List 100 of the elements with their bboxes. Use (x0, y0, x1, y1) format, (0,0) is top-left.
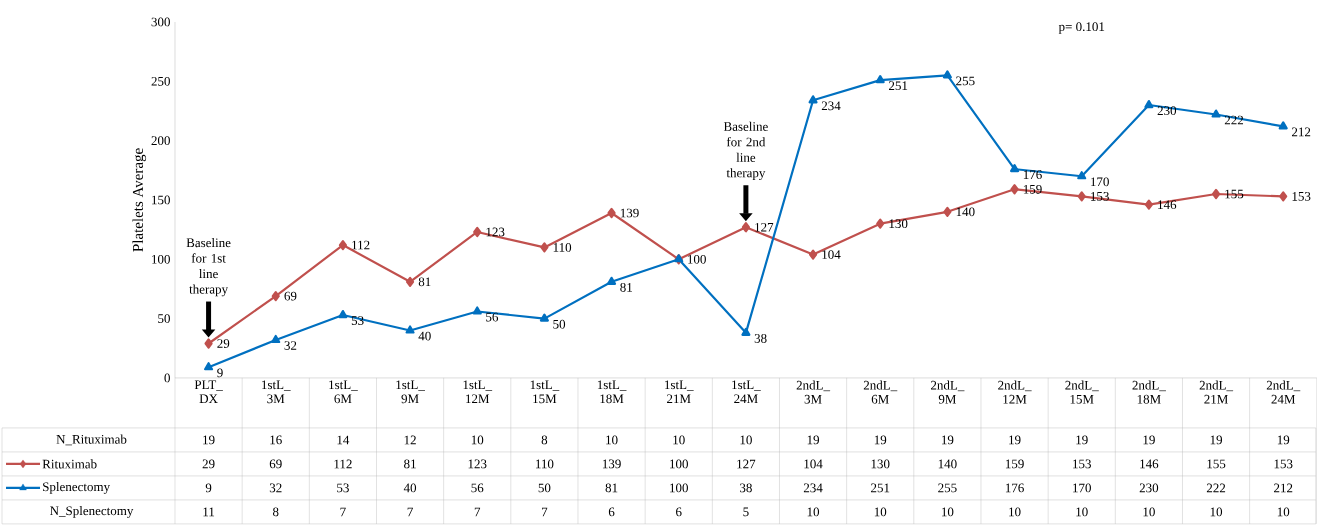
data-label: 255 (956, 76, 975, 86)
x-tick-label: 1stL_ 6M (329, 380, 358, 404)
point (473, 226, 482, 238)
text: 10 (1210, 507, 1223, 517)
text: 38 (740, 483, 752, 493)
text: 10 (807, 507, 820, 517)
text: 19 (1009, 435, 1021, 445)
text: 10 (1009, 507, 1021, 517)
text: 7 (340, 507, 346, 517)
point (876, 218, 885, 229)
text: 170 (1073, 483, 1091, 493)
data-label: 170 (1091, 177, 1109, 187)
data-label: 112 (352, 240, 370, 250)
data-label: 104 (822, 250, 841, 259)
data-label: 222 (1224, 115, 1244, 125)
text: 5 (743, 507, 749, 517)
text: 10 (471, 435, 484, 445)
text: 146 (1140, 459, 1159, 469)
point (271, 334, 281, 344)
point (1010, 184, 1019, 195)
text: 153 (1274, 459, 1293, 469)
text: 29 (202, 459, 215, 469)
text: 8 (272, 507, 279, 517)
y-tick-label: 250 (151, 76, 170, 86)
x-tick-label: 2ndL_ 21M (1199, 380, 1234, 404)
point (338, 309, 348, 319)
y-tick-label: 300 (151, 17, 170, 27)
legend-label: Rituximab (42, 459, 97, 469)
data-label: 140 (956, 207, 975, 217)
text: 7 (474, 507, 481, 517)
x-tick-label: 1stL_ 3M (262, 380, 291, 404)
x-tick-label: 1stL_ 24M (732, 380, 761, 404)
point (1144, 199, 1153, 210)
text: 130 (871, 459, 890, 469)
data-label: 139 (620, 208, 639, 218)
legend-label: Splenectomy (43, 482, 111, 494)
text: 155 (1207, 459, 1226, 469)
text: 19 (1277, 435, 1290, 445)
text: 230 (1139, 483, 1159, 493)
data-label: 130 (889, 219, 908, 229)
annotation: Baseline for 1st line therapy (186, 238, 231, 297)
text: 140 (938, 459, 957, 469)
point (1279, 191, 1288, 202)
x-tick-label: 1stL_ 9M (396, 380, 425, 404)
data-label: 153 (1292, 192, 1311, 201)
data-label: 81 (620, 283, 632, 292)
data-label: 146 (1158, 200, 1177, 210)
point (539, 313, 549, 322)
text: 212 (1274, 483, 1293, 493)
text: 69 (269, 459, 282, 469)
data-label: 212 (1291, 127, 1311, 137)
x-tick-label: 2ndL_ 3M (796, 380, 831, 404)
x-tick-label: PLT_ DX (194, 380, 223, 404)
x-tick-label: 2ndL_ 12M (998, 380, 1032, 404)
point (1278, 121, 1288, 130)
x-tick-label: 2ndL_ 9M (931, 380, 965, 404)
text: 19 (1210, 435, 1223, 445)
text: 10 (1076, 507, 1088, 517)
text: 19 (807, 435, 820, 445)
data-label: 38 (754, 334, 767, 343)
text: N_Splenectomy (50, 506, 134, 518)
text: 10 (874, 507, 887, 517)
text: 7 (542, 507, 548, 517)
text: 10 (1143, 507, 1155, 517)
text: 222 (1206, 483, 1226, 493)
x-tick-label: 1stL_ 12M (463, 380, 493, 404)
x-tick-label: 2ndL_ 24M (1266, 380, 1301, 404)
point (1009, 164, 1020, 173)
point (741, 222, 750, 233)
point (942, 70, 952, 79)
point (607, 276, 617, 285)
text: 10 (673, 435, 685, 445)
y-tick-label: 100 (152, 254, 170, 264)
text: 100 (670, 459, 688, 469)
text: 19 (874, 435, 887, 445)
data-label: 155 (1225, 189, 1244, 199)
text: 139 (602, 459, 621, 469)
text: 7 (407, 507, 413, 517)
data-label: 127 (755, 222, 774, 232)
point (607, 207, 616, 219)
point (338, 239, 347, 251)
text: 11 (203, 507, 215, 517)
text: 19 (1143, 435, 1155, 445)
text: 112 (334, 459, 352, 469)
point (1144, 99, 1154, 109)
data-label: 9 (217, 368, 223, 378)
y-tick-label: 200 (151, 136, 170, 146)
text: 16 (270, 435, 282, 445)
text: 50 (538, 483, 551, 493)
data-label: 100 (688, 254, 706, 264)
x-tick-label: 1stL_ 21M (665, 380, 694, 404)
point (540, 242, 549, 253)
text: 10 (1277, 507, 1290, 517)
x-tick-label: 1stL_ 15M (530, 380, 560, 404)
text: 9 (205, 483, 212, 493)
data-label: 176 (1023, 170, 1042, 180)
x-tick-label: 2ndL_ 6M (863, 380, 898, 404)
y-tick-label: 50 (158, 314, 170, 324)
data-label: 81 (418, 277, 431, 287)
point (1211, 109, 1221, 118)
